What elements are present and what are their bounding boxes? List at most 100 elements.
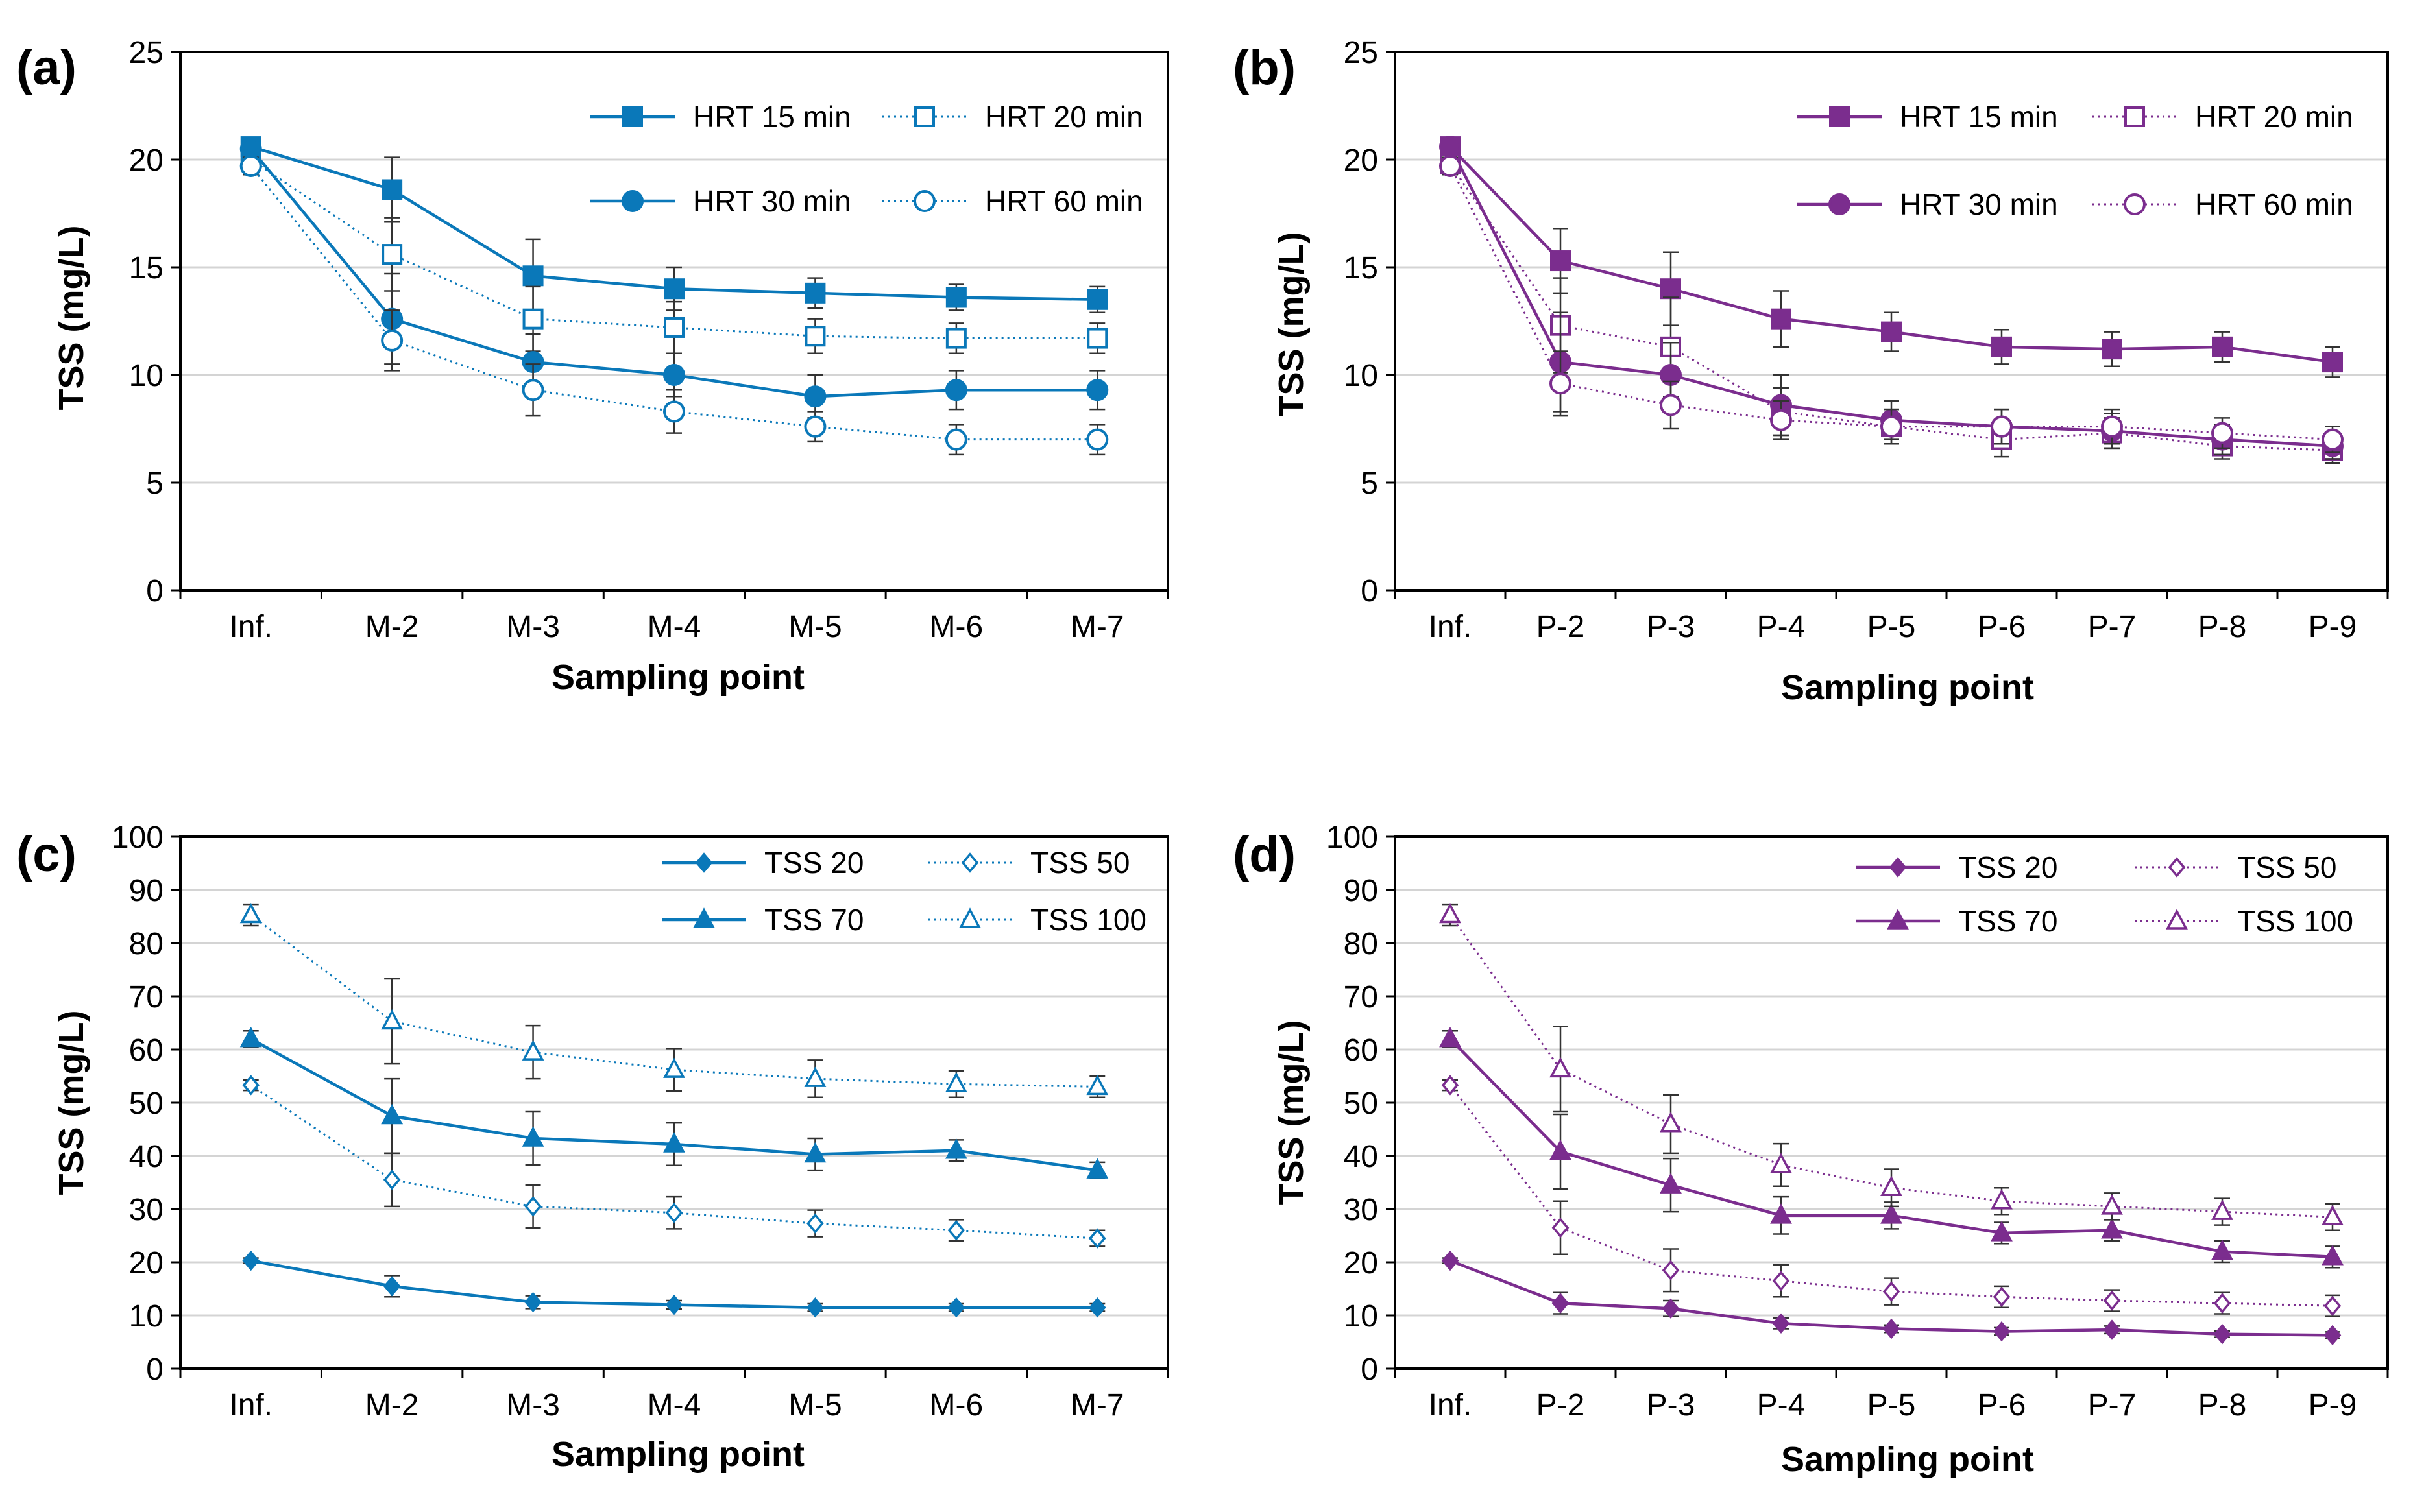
data-point [522, 379, 544, 402]
data-point [1993, 1321, 2011, 1342]
legend-marker [914, 106, 935, 127]
data-point [383, 1276, 401, 1297]
legend-item: HRT 15 min [1797, 100, 2058, 134]
data-point [665, 1203, 683, 1223]
series-hrt-60-min [239, 154, 1109, 456]
legend-label: TSS 50 [2237, 850, 2336, 884]
y-tick-label: 70 [129, 980, 164, 1014]
series-tss-70 [1439, 1026, 2344, 1269]
data-point [945, 1072, 967, 1093]
data-point [1439, 902, 1461, 924]
legend-item: TSS 50 [928, 846, 1130, 880]
x-tick-label: M-6 [930, 1388, 984, 1422]
data-point [1880, 1203, 1902, 1224]
y-tick-label: 20 [1344, 143, 1378, 178]
x-tick-label: P-8 [2198, 610, 2247, 644]
data-point [239, 902, 262, 924]
data-point [806, 1213, 824, 1234]
chart-panel-a: 0 5 10 15 20 25 Inf. M-2 M-3 M-4 M-5 M-6 M-7 Sampling… [16, 36, 1169, 697]
y-axis-title: TSS (mg/L) [1272, 1020, 1311, 1205]
series-hrt-60-min [1439, 154, 2344, 453]
series-tss-50 [242, 1075, 1106, 1249]
data-point [2212, 336, 2233, 357]
legend-label: HRT 60 min [2195, 187, 2353, 221]
y-tick-label: 30 [1344, 1193, 1378, 1227]
y-tick-label: 40 [1344, 1140, 1378, 1174]
data-point [1551, 1217, 1570, 1238]
legend-label: HRT 60 min [985, 184, 1143, 218]
legend-label: HRT 15 min [693, 100, 851, 134]
data-point [522, 265, 544, 287]
y-axis-title: TSS (mg/L) [1272, 232, 1311, 417]
series-tss-70 [239, 1026, 1109, 1179]
data-point [804, 415, 827, 438]
y-tick-label: 90 [129, 874, 164, 908]
y-tick-label: 10 [1344, 359, 1378, 393]
data-point [804, 1066, 827, 1087]
x-tick-label: Inf. [229, 1388, 273, 1422]
series-hrt-15-min [240, 136, 1108, 313]
data-point [945, 1138, 967, 1159]
legend-item: TSS 50 [2135, 850, 2336, 884]
data-point [522, 308, 544, 330]
data-point [2322, 428, 2344, 451]
data-point [1882, 1318, 1900, 1339]
data-point [1770, 1203, 1792, 1224]
data-point [1550, 250, 1571, 272]
chart-panel-c: 0 10 20 30 40 50 60 70 80 90 100 Inf. M-2 M-3 M-4 M-5 M-… [16, 821, 1169, 1474]
data-point [1991, 1189, 2013, 1210]
data-point [1088, 1297, 1106, 1318]
x-tick-label: P-5 [1867, 610, 1916, 644]
x-tick-label: Inf. [229, 610, 273, 644]
legend-item: TSS 100 [928, 903, 1146, 937]
data-point [382, 179, 403, 200]
y-tick-label: 0 [146, 1352, 164, 1387]
y-tick-label: 5 [1361, 466, 1378, 501]
y-tick-label: 60 [129, 1033, 164, 1068]
data-point [1086, 1074, 1109, 1096]
legend-label: HRT 15 min [1900, 100, 2058, 134]
data-point [1771, 308, 1791, 330]
data-point [1549, 372, 1571, 395]
legend-item: TSS 70 [662, 903, 864, 937]
series-tss-100 [239, 902, 1109, 1099]
data-point [2213, 1293, 2231, 1314]
legend-label: HRT 20 min [2195, 100, 2353, 134]
data-point [242, 1075, 260, 1096]
data-point [663, 1132, 685, 1153]
data-point [1662, 1298, 1680, 1319]
data-point [383, 1170, 401, 1190]
y-tick-label: 100 [1326, 821, 1378, 855]
y-tick-label: 10 [129, 359, 164, 393]
legend-item: HRT 20 min [2092, 100, 2353, 134]
data-point [2211, 1199, 2233, 1220]
data-point [381, 329, 404, 352]
legend-item: HRT 20 min [882, 100, 1143, 134]
x-tick-label: P-9 [2309, 610, 2357, 644]
data-point [382, 244, 403, 265]
legend-label: HRT 30 min [1900, 187, 2058, 221]
data-point [805, 282, 826, 304]
series-tss-20 [1441, 1250, 2342, 1346]
legend-marker [1829, 106, 1850, 127]
data-point [242, 1250, 260, 1271]
x-tick-label: P-3 [1647, 1388, 1695, 1422]
data-point [1549, 1057, 1571, 1078]
legend-marker [2168, 857, 2186, 878]
data-point [2323, 1295, 2342, 1316]
data-point [804, 385, 827, 408]
plot-frame [1394, 51, 2389, 592]
y-tick-label: 60 [1344, 1033, 1378, 1068]
legend-label: TSS 100 [1030, 903, 1146, 937]
y-tick-label: 25 [1344, 36, 1378, 70]
y-tick-label: 50 [1344, 1086, 1378, 1121]
y-tick-label: 40 [129, 1140, 164, 1174]
x-tick-label: Inf. [1429, 1388, 1472, 1422]
data-point [1991, 1221, 2013, 1242]
y-tick-label: 15 [129, 251, 164, 285]
series-hrt-20-min [240, 149, 1108, 355]
data-point [2101, 1194, 2123, 1215]
x-tick-label: P-2 [1536, 1388, 1585, 1422]
legend-marker [622, 106, 643, 127]
